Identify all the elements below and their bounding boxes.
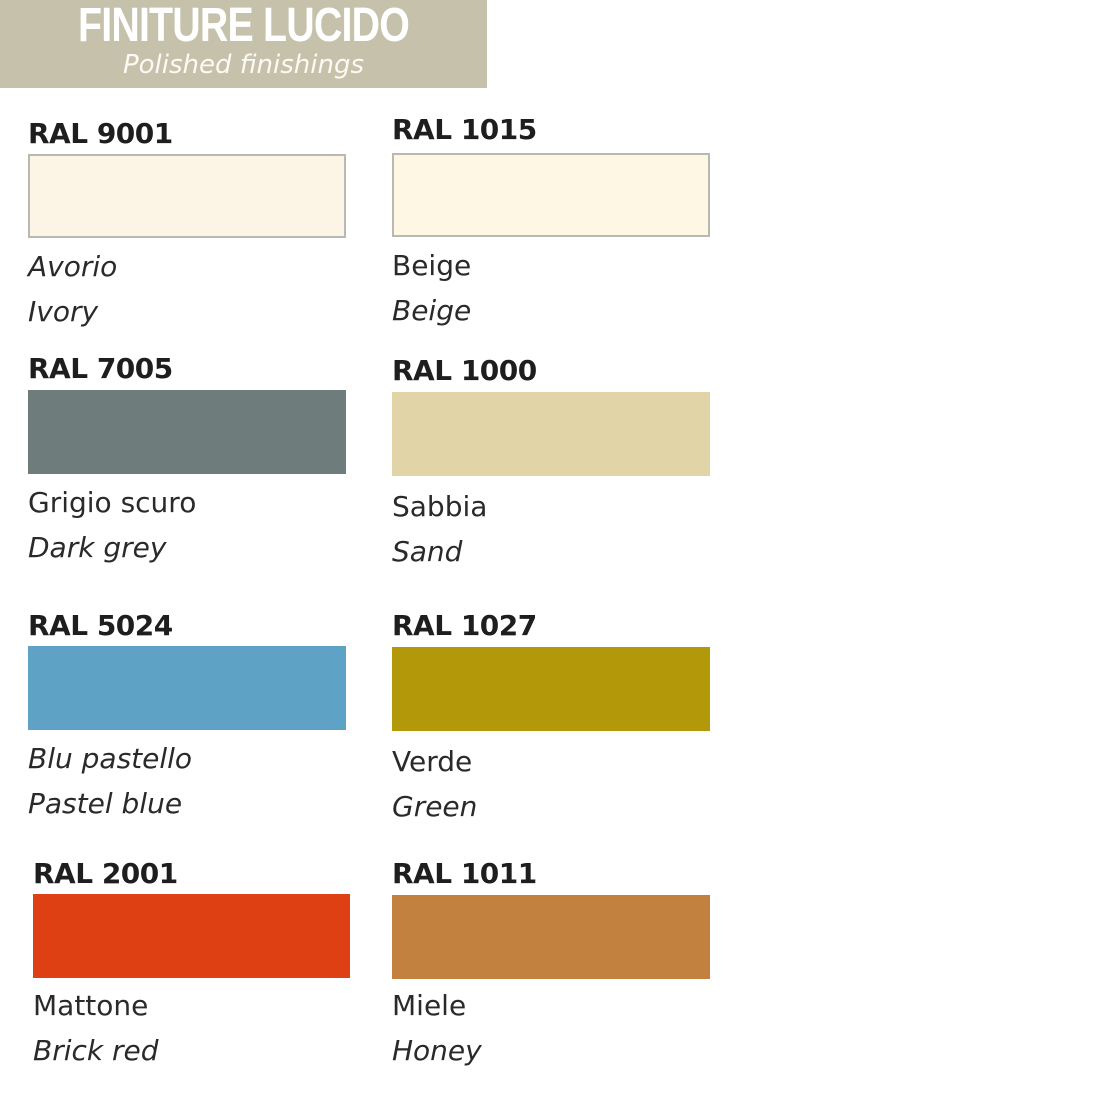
ral-code: RAL 5024	[28, 609, 173, 642]
english-name: Pastel blue	[28, 787, 183, 820]
english-name: Green	[392, 790, 478, 823]
english-name: Ivory	[28, 295, 99, 328]
italian-name: Blu pastello	[28, 742, 193, 775]
color-swatch	[28, 390, 346, 474]
color-card: RAL 1015 Beige Beige	[392, 114, 722, 333]
italian-name: Beige	[392, 249, 472, 282]
english-name: Sand	[392, 535, 463, 568]
color-card: RAL 1000 Sabbia Sand	[392, 355, 722, 574]
ral-code: RAL 7005	[28, 352, 173, 385]
italian-name: Sabbia	[392, 490, 488, 523]
color-swatch	[392, 647, 710, 731]
color-swatch	[392, 392, 710, 476]
english-name: Honey	[392, 1034, 482, 1067]
italian-name: Avorio	[28, 250, 118, 283]
color-card: RAL 5024 Blu pastello Pastel blue	[28, 610, 358, 826]
ral-code: RAL 1000	[392, 354, 537, 387]
color-swatch	[28, 154, 346, 238]
color-card: RAL 7005 Grigio scuro Dark grey	[28, 353, 358, 570]
ral-code: RAL 2001	[33, 857, 178, 890]
italian-name: Verde	[392, 745, 473, 778]
color-card: RAL 1027 Verde Green	[392, 610, 722, 829]
ral-code: RAL 1015	[392, 113, 537, 146]
ral-code: RAL 1027	[392, 609, 537, 642]
english-name: Beige	[392, 294, 472, 327]
section-subtitle: Polished finishings	[122, 50, 365, 80]
color-card: RAL 9001 Avorio Ivory	[28, 118, 358, 334]
color-swatch	[28, 646, 346, 730]
color-card: RAL 1011 Miele Honey	[392, 858, 722, 1073]
english-name: Brick red	[33, 1034, 159, 1067]
color-swatch	[392, 895, 710, 979]
section-title: FINITURE LUCIDO	[78, 0, 410, 52]
english-name: Dark grey	[28, 531, 167, 564]
ral-code: RAL 9001	[28, 117, 173, 150]
color-swatch	[33, 894, 350, 978]
color-swatch	[392, 153, 710, 237]
italian-name: Mattone	[33, 989, 149, 1022]
italian-name: Miele	[392, 989, 467, 1022]
italian-name: Grigio scuro	[28, 486, 197, 519]
color-card: RAL 2001 Mattone Brick red	[33, 858, 363, 1073]
section-header: FINITURE LUCIDO Polished finishings	[0, 0, 487, 88]
ral-code: RAL 1011	[392, 857, 537, 890]
